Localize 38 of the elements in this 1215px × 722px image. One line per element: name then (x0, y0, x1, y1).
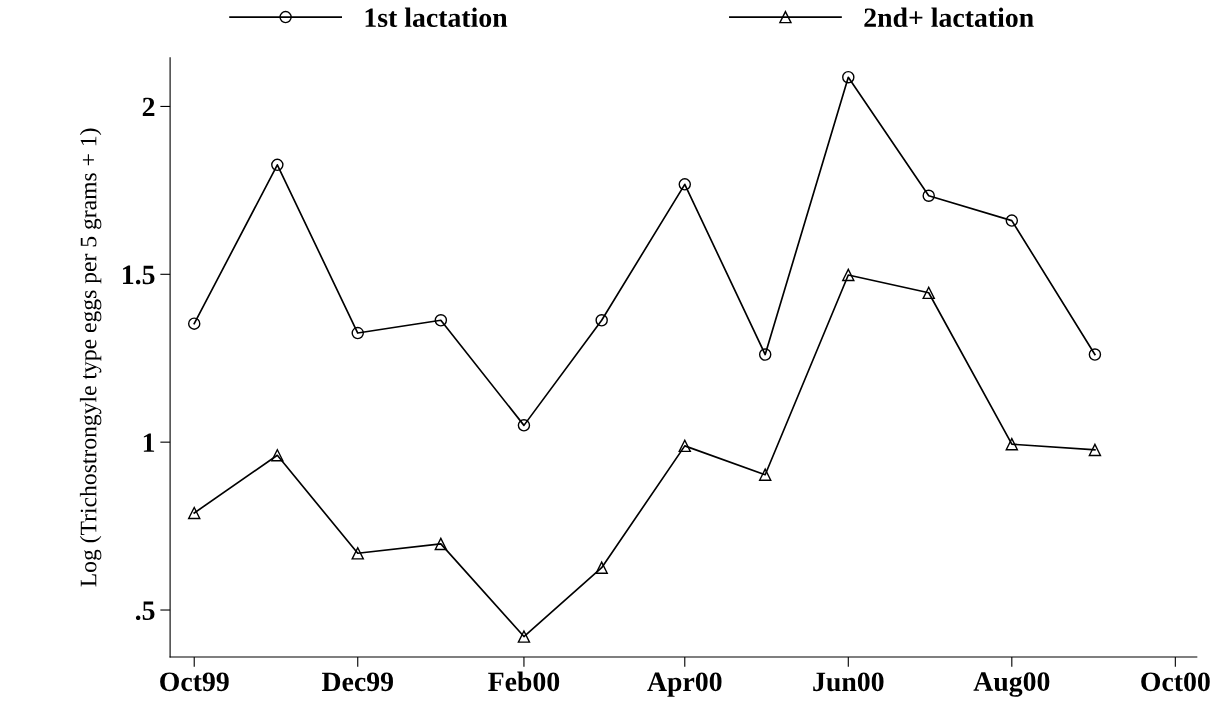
point (351, 326, 364, 340)
point (758, 348, 772, 361)
point (758, 468, 772, 481)
x-tick-label: Feb00 (488, 671, 560, 692)
x-tick-label: Jun00 (813, 672, 884, 692)
point (351, 547, 364, 560)
point (517, 419, 531, 432)
y-tick-label: 2 (142, 97, 155, 117)
x-tick-label: Apr00 (647, 672, 722, 697)
point (678, 178, 692, 191)
point (1088, 348, 1102, 361)
point (517, 630, 531, 643)
legend-label: 2nd+ lactation (864, 7, 1034, 28)
point (434, 314, 448, 327)
point (922, 286, 935, 300)
point (678, 439, 692, 453)
x-tick-label: Oct00 (1141, 672, 1210, 692)
legend-label: 1st lactation (365, 7, 508, 28)
x-tick-label: Dec99 (321, 672, 393, 692)
point (842, 268, 855, 282)
y-tick-label: 1.5 (123, 265, 155, 285)
point (271, 158, 284, 172)
y-axis-title: Log (Trichostrongyle type eggs per 5 grams + 1) (79, 128, 102, 587)
point (1005, 214, 1019, 227)
point (1005, 437, 1019, 451)
point (187, 317, 201, 330)
point (187, 506, 201, 520)
point (922, 189, 935, 202)
point (434, 537, 448, 551)
point (595, 561, 608, 574)
point (842, 70, 855, 84)
x-tick-label: Oct99 (160, 672, 229, 692)
x-tick-label: Aug00 (973, 672, 1050, 697)
point (595, 314, 608, 327)
point (1088, 443, 1102, 457)
point (271, 449, 284, 462)
y-tick-label: .5 (135, 601, 155, 621)
y-tick-label: 1 (143, 433, 155, 452)
